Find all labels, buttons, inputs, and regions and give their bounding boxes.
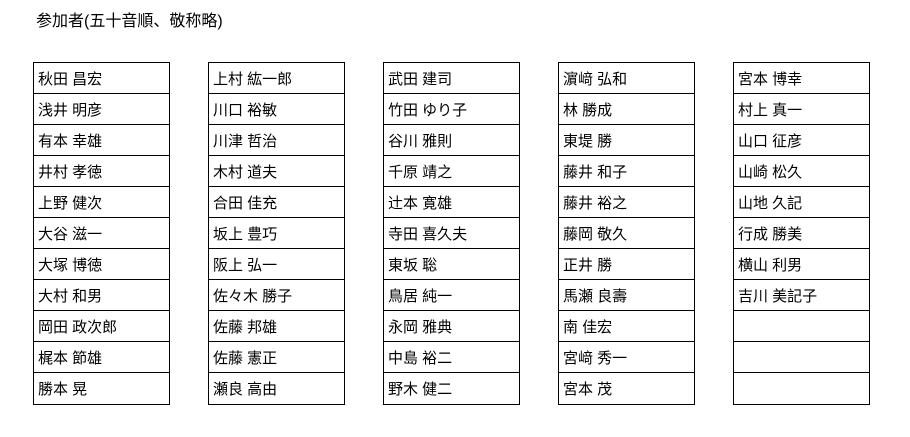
participant-name-cell: 村上 真一 [734,94,869,125]
participant-name-cell: 藤岡 敬久 [559,218,694,249]
participant-name-cell: 瀬良 高由 [213,381,278,398]
page-title: 参加者(五十音順、敬称略) [36,13,223,30]
participant-name-cell: 辻本 寛雄 [384,187,519,218]
empty-cell [734,373,869,404]
participant-name-cell: 大塚 博徳 [34,249,169,280]
participant-tables: 秋田 昌宏 浅井 明彦 有本 幸雄 井村 孝徳 上野 健次 大谷 滋一 大塚 博徳 大村 和男… [33,62,870,405]
participant-name-cell: 岡田 政次郎 [34,311,169,342]
participant-name-cell: 永岡 雅典 [384,311,519,342]
participant-name-cell: 大村 和男 [34,280,169,311]
participant-name-cell: 藤井 裕之 [559,187,694,218]
participant-name-cell: 南 佳宏 [559,311,694,342]
participant-name-cell: 藤井 和子 [559,156,694,187]
participant-name-cell: 正井 勝 [559,249,694,280]
participant-name-cell: 合田 佳充 [209,187,344,218]
participant-name-cell: 秋田 昌宏 [34,63,169,94]
participant-name-cell: 行成 勝美 [734,218,869,249]
participant-name-cell: 大谷 滋一 [34,218,169,249]
participant-name-cell: 鳥居 純一 [384,280,519,311]
participant-name-cell: 宮本 茂 [563,381,613,398]
participant-name-cell: 坂上 豊巧 [209,218,344,249]
participant-name-cell: 野木 健二 [388,381,453,398]
participant-name-cell: 浅井 明彦 [34,94,169,125]
participant-name-cell: 川口 裕敏 [209,94,344,125]
participant-table-2: 上村 紘一郎 川口 裕敏 川津 哲治 木村 道夫 合田 佳充 坂上 豊巧 阪上 弘一 佐々木 … [208,62,345,405]
participant-name-cell: 梶本 節雄 [34,342,169,373]
participant-name-cell: 中島 裕二 [384,342,519,373]
participant-name-cell: 山地 久記 [734,187,869,218]
participant-name-cell: 山崎 松久 [734,156,869,187]
participant-name-cell: 谷川 雅則 [384,125,519,156]
participant-name-cell: 宮﨑 秀一 [559,342,694,373]
participant-table-3: 武田 建司 竹田 ゆり子 谷川 雅則 千原 靖之 辻本 寛雄 寺田 喜久夫 東坂 聡鳥居 純… [383,62,520,405]
participant-name-cell: 佐々木 勝子 [209,280,344,311]
participant-name-cell: 寺田 喜久夫 [384,218,519,249]
participant-name-cell: 佐藤 邦雄 [209,311,344,342]
participant-table-4: 濵﨑 弘和林 勝成 東堤 勝藤井 和子 藤井 裕之 藤岡 敬久 正井 勝馬瀬 良壽南 佳… [558,62,695,405]
participant-name-cell: 竹田 ゆり子 [384,94,519,125]
participant-name-cell: 山口 征彦 [734,125,869,156]
participant-name-cell: 馬瀬 良壽 [559,280,694,311]
empty-cell [734,311,869,342]
participant-name-cell: 東堤 勝 [559,125,694,156]
participant-name-cell: 林 勝成 [559,94,694,125]
participant-name-cell: 東坂 聡 [384,249,519,280]
participant-name-cell: 千原 靖之 [384,156,519,187]
empty-cell [734,342,869,373]
participant-name-cell: 佐藤 憲正 [209,342,344,373]
participant-table-1: 秋田 昌宏 浅井 明彦 有本 幸雄 井村 孝徳 上野 健次 大谷 滋一 大塚 博徳 大村 和男… [33,62,170,405]
participant-name-cell: 木村 道夫 [209,156,344,187]
participant-name-cell: 有本 幸雄 [34,125,169,156]
participant-name-cell: 井村 孝徳 [34,156,169,187]
participant-name-cell: 横山 利男 [734,249,869,280]
participant-name-cell: 川津 哲治 [209,125,344,156]
participant-name-cell: 阪上 弘一 [209,249,344,280]
participant-name-cell: 上村 紘一郎 [209,63,344,94]
participant-name-cell: 濵﨑 弘和 [559,63,694,94]
participant-name-cell: 武田 建司 [384,63,519,94]
participant-table-5: 宮本 博幸 村上 真一 山口 征彦 山崎 松久 山地 久記 行成 勝美 横山 利男 吉川 美記… [733,62,870,405]
participant-name-cell: 勝本 晃 [38,381,88,398]
participant-name-cell: 上野 健次 [34,187,169,218]
participant-name-cell: 宮本 博幸 [734,63,869,94]
participant-name-cell: 吉川 美記子 [734,280,869,311]
